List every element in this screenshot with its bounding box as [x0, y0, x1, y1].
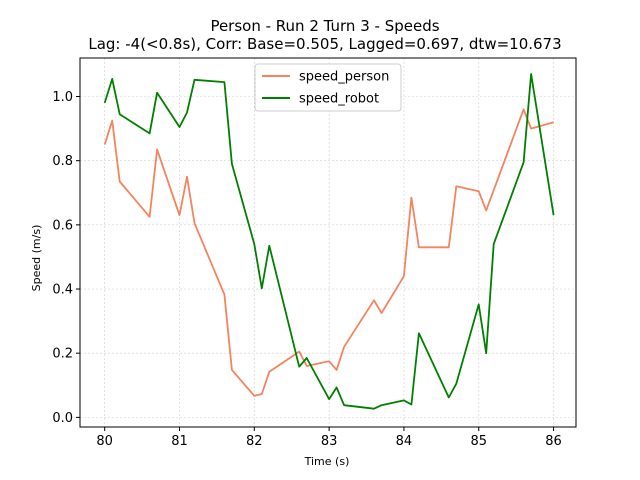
legend-label-speed-person: speed_person [299, 70, 389, 85]
y-axis-label: Speed (m/s) [30, 225, 43, 292]
x-tick-label: 83 [321, 434, 338, 449]
chart-subtitle: Lag: -4(<0.8s), Corr: Base=0.505, Lagged… [88, 35, 561, 53]
legend: speed_person speed_robot [254, 63, 402, 112]
series-line-speed-person [103, 108, 554, 397]
chart-title: Person - Run 2 Turn 3 - Speeds [210, 17, 439, 35]
y-tick-label: 0.8 [52, 154, 73, 169]
x-axis: 80 81 82 83 84 85 86 [96, 427, 562, 449]
x-axis-label: Time (s) [304, 455, 350, 468]
y-tick-label: 0.6 [52, 218, 73, 233]
y-axis: 0.0 0.2 0.4 0.6 0.8 1.0 [52, 90, 80, 426]
x-tick-label: 80 [96, 434, 113, 449]
x-tick-label: 86 [545, 434, 562, 449]
x-tick-label: 85 [470, 434, 487, 449]
x-tick-label: 82 [246, 434, 263, 449]
series-layer [103, 73, 555, 410]
y-tick-label: 1.0 [52, 90, 73, 105]
plot-area [79, 57, 577, 428]
y-tick-label: 0.0 [52, 411, 73, 426]
x-tick-label: 84 [396, 434, 413, 449]
y-tick-label: 0.2 [52, 347, 73, 362]
series-line-speed-robot [103, 73, 555, 410]
legend-label-speed-robot: speed_robot [299, 92, 379, 107]
y-tick-label: 0.4 [52, 283, 73, 298]
legend-box [254, 63, 402, 112]
x-tick-label: 81 [171, 434, 188, 449]
